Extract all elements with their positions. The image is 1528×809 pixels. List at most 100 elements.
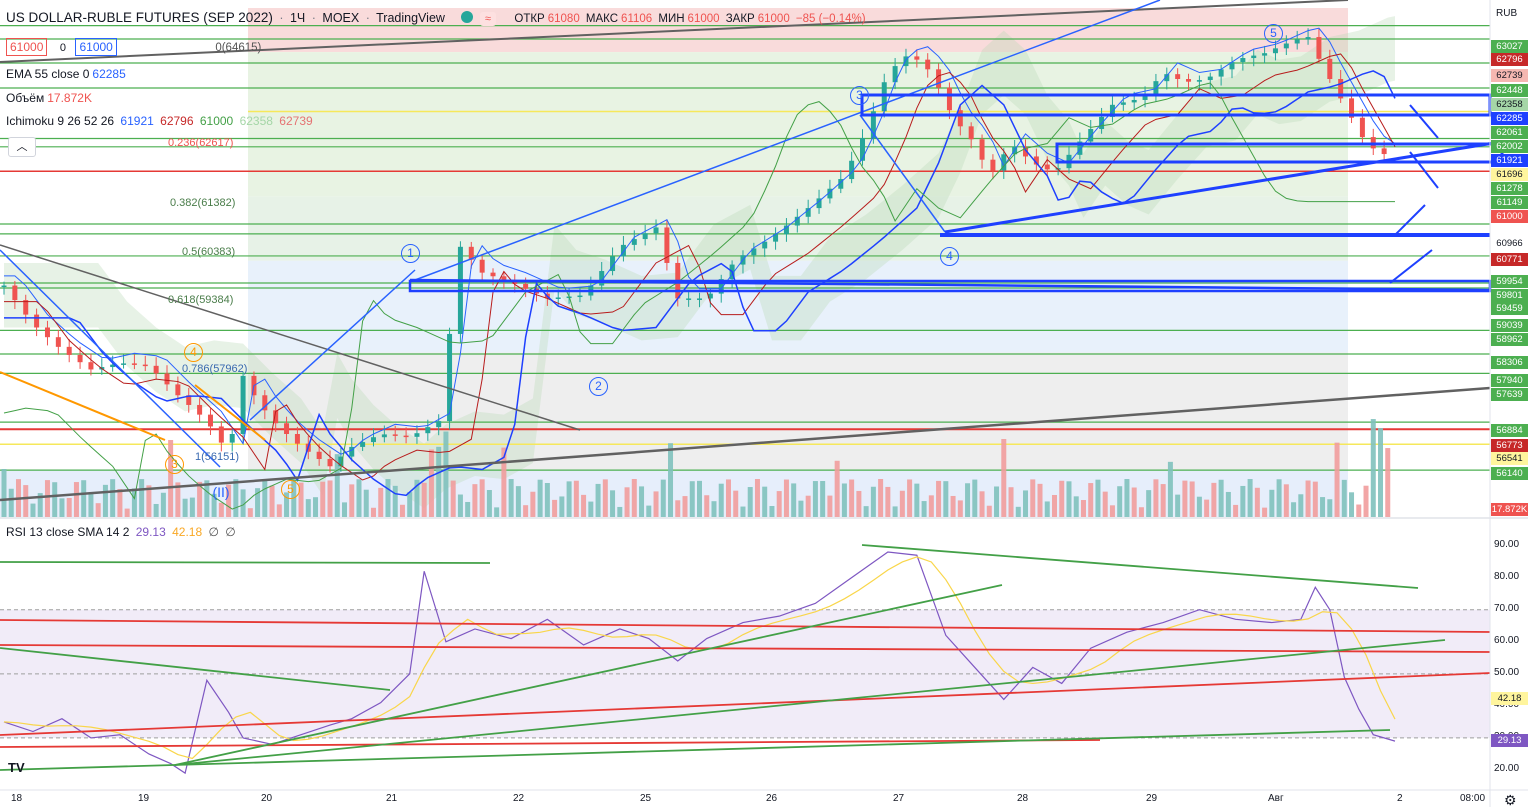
currency-label[interactable]: RUB [1496, 8, 1518, 19]
symbol-title[interactable]: US DOLLAR-RUBLE FUTURES (SEP 2022) [6, 10, 273, 25]
candle-body [642, 233, 648, 240]
volume-bar [754, 479, 760, 517]
wave-marker[interactable]: 5 [281, 480, 300, 499]
volume-bar [1269, 489, 1275, 517]
price-tag: 58962 [1491, 333, 1528, 346]
volume-bar [544, 482, 550, 517]
volume-bar [211, 493, 217, 517]
candle-body [1327, 58, 1333, 79]
volume-bar [1305, 480, 1311, 517]
candle-body [1196, 80, 1202, 82]
time-tick-label: 28 [1017, 793, 1029, 804]
candle-body [1001, 154, 1007, 171]
volume-bar [414, 479, 420, 517]
volume-bar [660, 479, 666, 517]
time-tick-label: 2 [1397, 793, 1403, 804]
wave-marker[interactable]: 4 [184, 343, 203, 362]
rsi-legend[interactable]: RSI 13 close SMA 14 2 29.13 42.18 ∅ ∅ [6, 525, 236, 539]
volume-bar [1356, 504, 1362, 517]
volume-bar [81, 480, 87, 517]
candle-body [294, 434, 300, 444]
volume-bar [979, 491, 985, 517]
price-tag: 59954 [1491, 275, 1528, 288]
volume-bar [102, 484, 108, 517]
price-tag: 56773 [1491, 439, 1528, 452]
volume-bar [1080, 500, 1086, 517]
price-tag: 62061 [1491, 126, 1528, 139]
time-tick-label: 22 [513, 793, 525, 804]
volume-bar [769, 506, 775, 517]
volume-bar [704, 495, 710, 517]
volume-bar [66, 497, 72, 517]
volume-bar [834, 460, 840, 517]
ema-legend[interactable]: EMA 55 close 0 62285 [6, 67, 126, 81]
volume-bar [146, 485, 152, 517]
wave-marker[interactable]: 2 [589, 377, 608, 396]
candle-body [1131, 99, 1137, 103]
trend-line [0, 371, 166, 441]
candle-body [142, 364, 148, 367]
volume-bar [204, 480, 210, 517]
volume-bar [1117, 486, 1123, 517]
volume-bar [878, 479, 884, 517]
candle-body [1077, 141, 1083, 155]
ask-box[interactable]: 61000 [75, 38, 117, 56]
price-tag: 61000 [1491, 210, 1528, 223]
wave-marker[interactable]: 4 [940, 247, 959, 266]
candle-body [207, 414, 213, 427]
volume-bar [1240, 485, 1246, 517]
collapse-legend-button[interactable]: ︿ [8, 137, 36, 157]
volume-bar [1182, 480, 1188, 517]
volume-bar [1189, 481, 1195, 517]
candle-body [946, 87, 952, 111]
volume-bar [1211, 482, 1217, 517]
rsi-trend-line [0, 644, 1491, 653]
volume-bar [863, 506, 869, 517]
price-tag: 60966 [1491, 237, 1528, 250]
trend-line [944, 140, 1501, 234]
wave-marker[interactable]: 5 [1264, 24, 1283, 43]
volume-bar [950, 495, 956, 517]
price-tag: 61278 [1491, 182, 1528, 195]
candle-body [1186, 79, 1192, 82]
wave-marker[interactable]: (II) [212, 484, 230, 500]
volume-bar [675, 500, 681, 517]
fib-label: 0.5(60383) [182, 246, 236, 258]
price-tag: 61149 [1491, 196, 1528, 209]
candle-body [620, 244, 626, 257]
volume-bar [805, 495, 811, 517]
interval-label[interactable]: 1Ч [289, 11, 306, 25]
tradingview-logo[interactable]: TV [8, 760, 25, 775]
candle-body [718, 279, 724, 294]
price-tag: 61696 [1491, 168, 1528, 181]
gear-icon[interactable]: ⚙ [1504, 792, 1517, 808]
volume-bar [399, 504, 405, 517]
fib-zone [248, 196, 1348, 261]
volume-bar [1298, 494, 1304, 517]
volume-bar [189, 497, 195, 517]
candle-body [794, 216, 800, 226]
volume-bar [892, 506, 898, 517]
price-tag: 56884 [1491, 424, 1528, 437]
volume-bar [291, 479, 297, 517]
candle-body [447, 333, 453, 422]
bid-box[interactable]: 61000 [6, 38, 48, 56]
candle-body [66, 346, 72, 355]
wave-marker[interactable]: 3 [850, 86, 869, 105]
volume-bar [776, 491, 782, 517]
wave-marker[interactable]: 3 [165, 455, 184, 474]
candle-body [751, 248, 757, 256]
volume-bar [588, 501, 594, 517]
wave-marker[interactable]: 1 [401, 244, 420, 263]
volume-bar [631, 479, 637, 517]
legend-title-row: US DOLLAR-RUBLE FUTURES (SEP 2022) · 1Ч … [6, 10, 872, 26]
ichimoku-legend[interactable]: Ichimoku 9 26 52 26 61921 62796 61000 62… [6, 114, 313, 128]
volume-bar [1262, 507, 1268, 517]
volume-legend[interactable]: Объём 17.872K [6, 91, 92, 105]
price-tag: 62796 [1491, 53, 1528, 66]
volume-bar [711, 501, 717, 517]
volume-bar [421, 482, 427, 517]
volume-bar [986, 505, 992, 517]
time-tick-label: 27 [893, 793, 905, 804]
